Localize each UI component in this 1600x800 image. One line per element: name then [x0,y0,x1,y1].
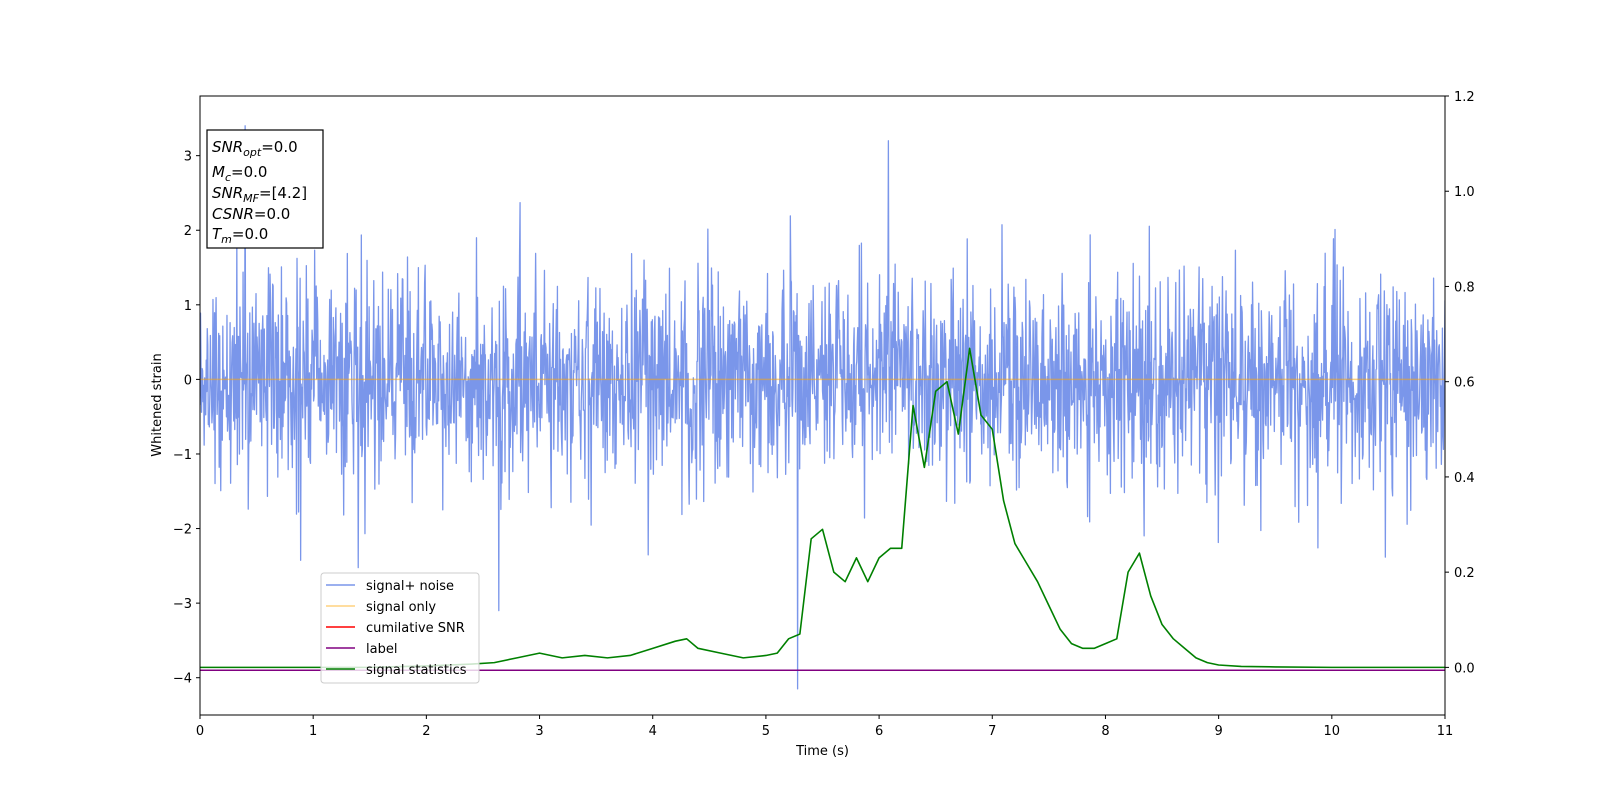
legend: signal+ noise signal only cumilative SNR… [320,572,480,684]
y-axis-label: Whitened strain [150,353,165,456]
x-tick-label: 5 [762,724,770,739]
x-tick-label: 3 [535,724,543,739]
y-tick-label: 0 [184,373,192,388]
annotation-tm-sub: m [221,233,232,246]
legend-entry-label: label [326,642,397,657]
annotation-tm-name: T [212,225,223,243]
series-signal-statistics [200,347,1445,669]
x-tick-label: 6 [875,724,883,739]
x-tick-label: 11 [1437,724,1454,739]
legend-entry-signal-noise: signal+ noise [326,579,454,594]
legend-label-signal-noise: signal+ noise [366,579,454,594]
legend-entry-signal-only: signal only [326,600,436,615]
y2-tick-label: 0.2 [1454,566,1475,581]
y2-tick-label: 0.6 [1454,376,1475,391]
y2-tick-label: 1.2 [1454,90,1475,105]
y2-tick-label: 0.0 [1454,661,1475,676]
annotation-mc-name: M [212,163,225,181]
legend-label-cumilative-snr: cumilative SNR [366,621,465,636]
legend-entry-cumilative-snr: cumilative SNR [326,621,465,636]
series-signal-noise [200,125,1445,690]
x-tick-label: 0 [196,724,204,739]
x-tick-label: 1 [309,724,317,739]
y2-tick-label: 1.0 [1454,185,1475,200]
x-axis-label: Time (s) [795,744,849,759]
y-tick-label: 3 [184,150,192,165]
legend-label-signal-statistics: signal statistics [366,663,467,678]
annotation-tm: Tm=0.0 [212,225,268,246]
y-tick-label: −4 [173,672,192,687]
y-tick-label: −3 [173,597,192,612]
annotation-snr-opt-sub: opt [243,146,262,159]
annotation-mc: Mc=0.0 [212,163,267,184]
x-tick-label: 9 [1214,724,1222,739]
x-tick-label: 8 [1101,724,1109,739]
annotation-csnr-value: =0.0 [254,205,290,223]
annotation-snr-mf: SNRMF=[4.2] [212,184,307,205]
annotation-tm-value: =0.0 [232,225,268,243]
annotation-csnr-name: CSNR [212,205,254,223]
y-tick-label: 1 [184,299,192,314]
annotation-snr-opt: SNRopt=0.0 [212,138,298,159]
legend-entry-signal-statistics: signal statistics [326,663,467,678]
x-tick-label: 7 [988,724,996,739]
ticks-layer: 0 1 2 3 4 5 6 7 8 9 10 113210−1−2−3−41.21.00.80.60.… [173,90,1475,739]
annotation-frame [206,129,324,249]
x-tick-label: 4 [649,724,657,739]
annotation-snr-mf-name: SNR [212,184,243,202]
y-tick-label: −2 [173,523,192,538]
annotation-snr-mf-value: =[4.2] [259,184,307,202]
annotation-snr-opt-name: SNR [212,138,243,156]
annotation-csnr: CSNR=0.0 [212,205,290,223]
plot-frame [199,95,1446,716]
legend-label-signal-only: signal only [366,600,436,615]
x-tick-label: 2 [422,724,430,739]
annotation-snr-opt-value: =0.0 [261,138,297,156]
y-tick-label: −1 [173,448,192,463]
legend-frame [320,572,480,684]
y-tick-label: 2 [184,224,192,239]
annotation-mc-value: =0.0 [231,163,267,181]
legend-label-label: label [366,642,397,657]
y2-tick-label: 0.4 [1454,471,1475,486]
annotation-snr-mf-sub: MF [243,192,259,205]
y2-tick-label: 0.8 [1454,280,1475,295]
annotation-mc-sub: c [225,171,231,184]
x-tick-label: 10 [1324,724,1341,739]
annotation-box: SNRopt=0.0 Mc=0.0 SNRMF=[4.2] CSNR=0.0 T… [206,129,324,249]
